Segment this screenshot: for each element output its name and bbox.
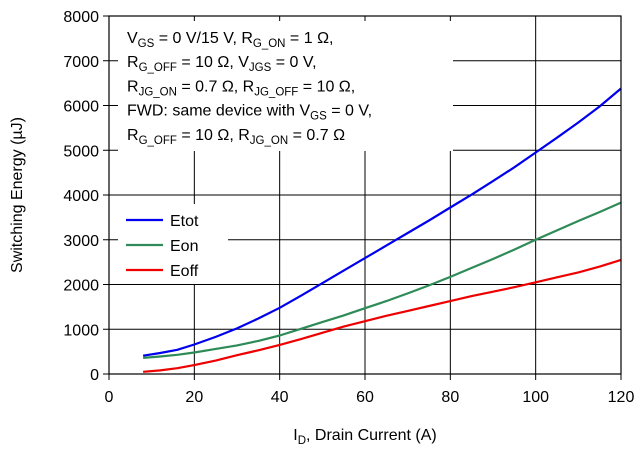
annotation-text: = 10 Ω, R xyxy=(177,127,250,144)
annotation-text: = 0 V/15 V, R xyxy=(154,30,253,47)
y-tick-label: 6000 xyxy=(63,99,99,116)
annotation-subscript: JG_ON xyxy=(139,86,177,98)
annotation-subscript: JG_OFF xyxy=(254,86,298,98)
annotation-text: FWD: same device with V xyxy=(127,103,310,120)
series-lines xyxy=(142,87,622,373)
x-tick-label: 40 xyxy=(271,389,289,406)
x-tick-label: 80 xyxy=(441,389,459,406)
annotation-subscript: GS xyxy=(138,38,155,50)
annotation-subscript: JG_ON xyxy=(250,135,288,147)
series-line-etot xyxy=(142,87,622,357)
x-axis-title-main: I xyxy=(293,427,297,444)
y-tick-label: 8000 xyxy=(63,9,99,26)
y-tick-label: 1000 xyxy=(63,322,99,339)
legend-label-eoff: Eoff xyxy=(170,263,199,280)
y-tick-label: 2000 xyxy=(63,278,99,295)
series-line-eon xyxy=(143,201,622,359)
x-axis-title-rest: , Drain Current (A) xyxy=(306,427,437,444)
legend-label-eon: Eon xyxy=(170,238,198,255)
annotation-text: R xyxy=(127,127,139,144)
series-line-eoff xyxy=(143,258,622,373)
x-tick-label: 100 xyxy=(522,389,549,406)
x-axis-title-sub: D xyxy=(298,435,306,447)
annotation-text: = 10 Ω, xyxy=(298,78,355,95)
plot-frame xyxy=(108,15,622,375)
annotation-subscript: G_OFF xyxy=(139,135,177,147)
annotation-line: RJG_ON = 0.7 Ω, RJG_OFF = 10 Ω, xyxy=(127,78,355,98)
conditions-annotation: VGS = 0 V/15 V, RG_ON = 1 Ω,RG_OFF = 10 … xyxy=(127,30,372,147)
y-tick-label: 3000 xyxy=(63,233,99,250)
y-axis-title: Switching Energy (µJ) xyxy=(9,117,26,273)
x-axis-title: ID, Drain Current (A) xyxy=(293,427,436,447)
annotation-text: = 0 V, xyxy=(327,103,372,120)
y-tick-label: 7000 xyxy=(63,54,99,71)
annotation-text: R xyxy=(127,54,139,71)
annotation-line: FWD: same device with VGS = 0 V, xyxy=(127,103,372,123)
annotation-subscript: GS xyxy=(310,111,327,123)
annotation-subscript: G_OFF xyxy=(139,62,177,74)
annotation-subscript: JGS xyxy=(249,62,272,74)
x-tick-label: 120 xyxy=(608,389,635,406)
annotation-text: = 0 V, xyxy=(271,54,316,71)
annotation-text: R xyxy=(127,78,139,95)
annotation-text: = 0.7 Ω xyxy=(288,127,345,144)
x-tick-label: 60 xyxy=(356,389,374,406)
annotation-line: RG_OFF = 10 Ω, RJG_ON = 0.7 Ω xyxy=(127,127,345,147)
x-tick-label: 0 xyxy=(105,389,114,406)
annotation-line: RG_OFF = 10 Ω, VJGS = 0 V, xyxy=(127,54,317,74)
annotation-subscript: G_ON xyxy=(253,38,286,50)
y-tick-label: 4000 xyxy=(63,188,99,205)
legend-label-etot: Etot xyxy=(170,213,199,230)
y-tick-label: 5000 xyxy=(63,143,99,160)
legend: Etot Eon Eoff xyxy=(126,213,199,280)
y-tick-labels: 0 1000 2000 3000 4000 5000 6000 7000 8000 xyxy=(63,9,99,384)
x-tick-label: 20 xyxy=(185,389,203,406)
annotation-text: V xyxy=(127,30,138,47)
annotation-text: = 0.7 Ω, R xyxy=(177,78,254,95)
annotation-line: VGS = 0 V/15 V, RG_ON = 1 Ω, xyxy=(127,30,333,50)
annotation-text: = 1 Ω, xyxy=(285,30,333,47)
y-tick-label: 0 xyxy=(90,367,99,384)
x-tick-labels: 0 20 40 60 80 100 120 xyxy=(105,389,635,406)
annotation-text: = 10 Ω, V xyxy=(177,54,249,71)
annotation-box xyxy=(118,21,453,151)
